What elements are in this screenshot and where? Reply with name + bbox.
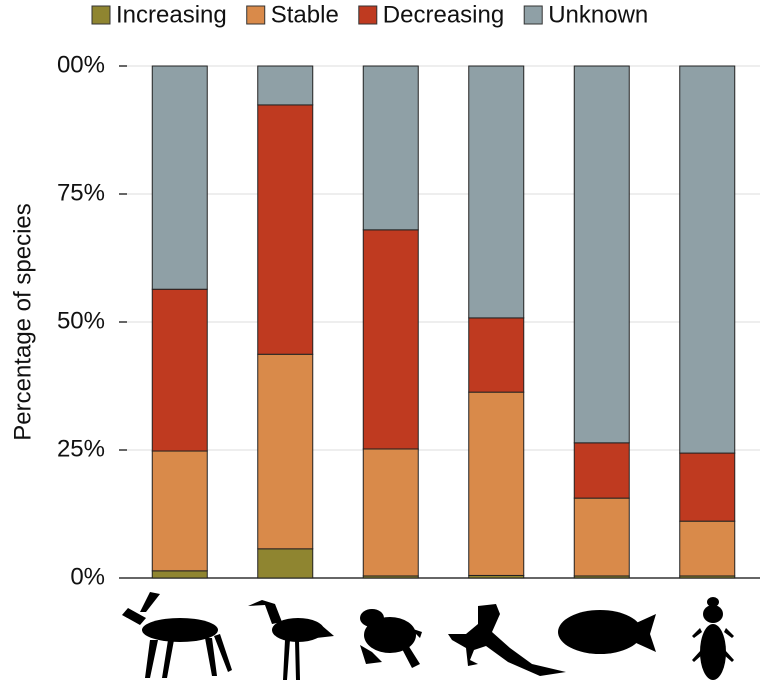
legend-swatch — [523, 5, 543, 25]
icon-antelope — [122, 592, 232, 678]
bar-segment — [573, 65, 630, 444]
bar-segment — [151, 65, 208, 290]
bar-segment — [468, 317, 525, 393]
legend-label: Decreasing — [383, 1, 504, 28]
bar-segment — [257, 353, 314, 550]
bar-segment — [679, 452, 736, 522]
y-tick-label: 75% — [57, 179, 105, 206]
icon-beetle — [692, 597, 734, 680]
legend-swatch — [358, 5, 378, 25]
legend-label: Unknown — [548, 1, 648, 28]
bar-segment — [679, 520, 736, 577]
bar-segment — [468, 65, 525, 319]
icon-bird — [248, 600, 334, 680]
y-tick-label: 00% — [57, 51, 105, 78]
bar-segment — [257, 548, 314, 579]
y-tick-label: 0% — [70, 563, 105, 590]
legend-label: Stable — [271, 1, 339, 28]
y-axis-label: Percentage of species — [9, 203, 36, 440]
bar-segment — [151, 450, 208, 572]
bar-segment — [151, 570, 208, 579]
icon-fish — [558, 610, 656, 654]
bar-segment — [257, 65, 314, 106]
legend-swatch — [91, 5, 111, 25]
bar-segment — [679, 65, 736, 454]
animal-icons — [122, 592, 734, 680]
icon-lizard — [448, 604, 566, 676]
y-tick-label: 25% — [57, 435, 105, 462]
bar-segment — [151, 288, 208, 452]
bar-segment — [362, 65, 419, 231]
legend-label: Increasing — [116, 1, 227, 28]
legend-swatch — [246, 5, 266, 25]
bar-segment — [573, 497, 630, 577]
bar-segment — [362, 229, 419, 450]
bar-segment — [257, 104, 314, 355]
icon-frog — [360, 609, 422, 668]
bar-segment — [468, 391, 525, 576]
bar-segment — [362, 448, 419, 577]
y-tick-label: 50% — [57, 307, 105, 334]
bar-segment — [573, 442, 630, 499]
